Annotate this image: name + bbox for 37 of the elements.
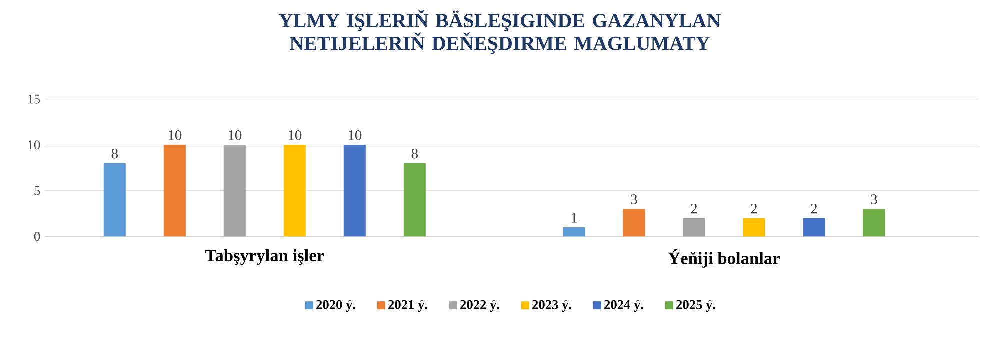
x-tick-label: Ýeňiji bolanlar <box>668 249 780 268</box>
data-label: 10 <box>348 130 362 140</box>
legend-label: 2024 ý. <box>604 300 644 312</box>
bar <box>344 145 366 237</box>
bar <box>563 228 586 237</box>
y-tick-label: 10 <box>28 140 40 150</box>
bar <box>164 145 186 237</box>
data-label: 8 <box>412 148 418 159</box>
bar <box>863 209 886 237</box>
data-label: 3 <box>871 194 878 204</box>
bar <box>623 209 646 237</box>
data-label: 10 <box>168 130 182 140</box>
bar <box>743 218 766 237</box>
y-tick-label: 0 <box>34 232 40 242</box>
bar <box>104 163 126 237</box>
y-tick-label: 15 <box>28 94 40 104</box>
legend-label: 2023 ý. <box>532 300 572 312</box>
bar <box>404 163 426 237</box>
bar <box>284 145 306 237</box>
chart-title: YLMY IŞLERIŇ BÄSLEŞIGINDE GAZANYLAN NETIJELERIŇ DEŇEŞDIRME MAGLUMATY <box>279 10 721 54</box>
legend-label: 2025 ý. <box>676 300 716 312</box>
legend-label: 2021 ý. <box>388 300 428 312</box>
x-tick-label: Tabşyrylan işler <box>206 249 324 266</box>
data-label: 10 <box>228 130 242 140</box>
data-label: 2 <box>751 204 758 214</box>
data-label: 8 <box>112 148 118 159</box>
bar <box>803 218 826 237</box>
data-label: 3 <box>631 194 638 204</box>
y-tick-label: 5 <box>34 186 40 196</box>
bar <box>224 145 246 237</box>
data-label: 2 <box>691 204 698 214</box>
data-label: 1 <box>572 213 577 223</box>
data-label: 2 <box>811 204 818 214</box>
legend-label: 2020 ý. <box>316 300 356 312</box>
data-label: 10 <box>288 130 302 140</box>
legend-label: 2022 ý. <box>460 300 500 312</box>
bar <box>683 218 706 237</box>
